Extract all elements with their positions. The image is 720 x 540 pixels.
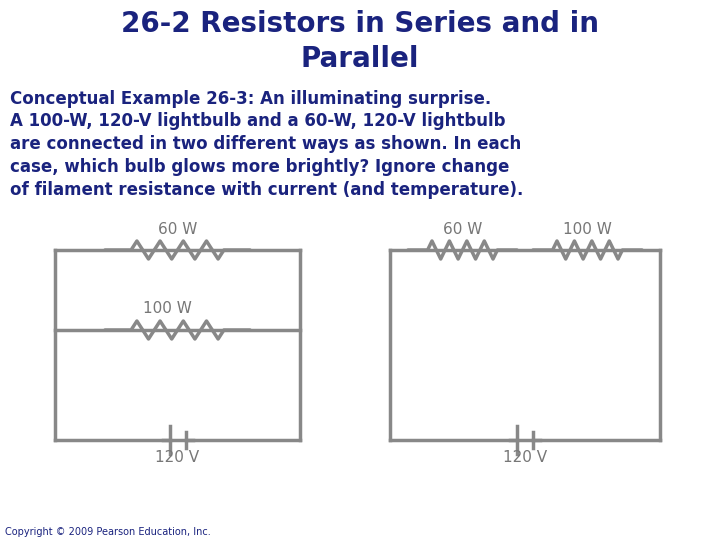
Text: 26-2 Resistors in Series and in
Parallel: 26-2 Resistors in Series and in Parallel [121, 10, 599, 72]
Text: 60 W: 60 W [443, 222, 482, 237]
Text: A 100-W, 120-V lightbulb and a 60-W, 120-V lightbulb
are connected in two differ: A 100-W, 120-V lightbulb and a 60-W, 120… [10, 112, 523, 199]
Text: Copyright © 2009 Pearson Education, Inc.: Copyright © 2009 Pearson Education, Inc. [5, 527, 211, 537]
Text: Conceptual Example 26-3: An illuminating surprise.: Conceptual Example 26-3: An illuminating… [10, 90, 491, 108]
Text: 100 W: 100 W [143, 301, 192, 316]
Text: 60 W: 60 W [158, 222, 197, 237]
Text: 100 W: 100 W [563, 222, 612, 237]
Text: 120 V: 120 V [156, 450, 199, 465]
Text: 120 V: 120 V [503, 450, 547, 465]
